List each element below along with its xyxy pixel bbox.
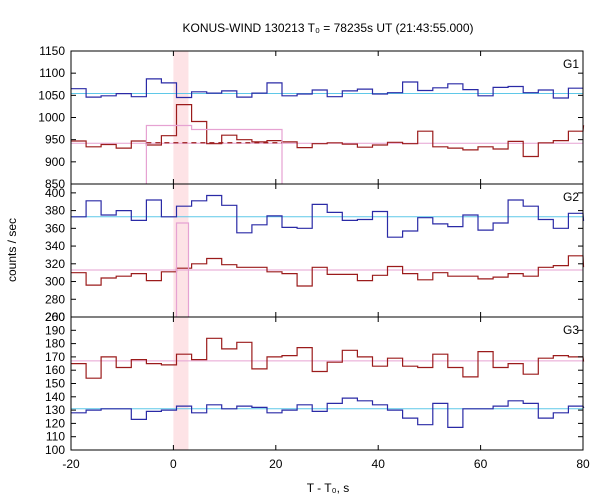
y-tick-label: 320 xyxy=(45,257,65,271)
chart-lines xyxy=(71,78,585,428)
y-axis-label: counts / sec xyxy=(5,218,19,282)
series-blue xyxy=(71,194,585,238)
series-red xyxy=(71,104,585,158)
highlight-band xyxy=(173,51,189,184)
x-tick-label: 0 xyxy=(170,457,177,471)
y-tick-label: 110 xyxy=(46,430,65,444)
y-tick-label: 200 xyxy=(45,310,65,324)
highlight-band xyxy=(173,184,189,317)
y-tick-label: 380 xyxy=(45,204,65,218)
y-tick-label: 120 xyxy=(45,416,65,430)
x-tick-label: 80 xyxy=(576,457,590,471)
y-tick-label: 280 xyxy=(45,292,65,306)
y-tick-label: 100 xyxy=(45,443,65,457)
overlay-step xyxy=(175,222,190,317)
y-tick-label: 1050 xyxy=(38,88,65,102)
y-tick-label: 850 xyxy=(45,177,65,191)
y-tick-label: 900 xyxy=(45,155,65,169)
panel-label: G1 xyxy=(563,57,579,71)
x-tick-label: 40 xyxy=(372,457,386,471)
panel-frame xyxy=(70,316,584,451)
y-tick-label: 180 xyxy=(45,337,65,351)
y-tick-label: 1100 xyxy=(39,66,65,80)
y-tick-label: 160 xyxy=(45,363,65,377)
x-tick-label: 20 xyxy=(269,457,283,471)
y-tick-label: 140 xyxy=(45,390,65,404)
y-tick-label: 1000 xyxy=(38,111,65,125)
y-tick-label: 130 xyxy=(45,403,65,417)
panel-label: G2 xyxy=(563,190,579,204)
y-tick-label: 340 xyxy=(45,239,65,253)
y-tick-label: 950 xyxy=(45,133,65,147)
x-tick-label: 60 xyxy=(474,457,488,471)
overlay-step xyxy=(145,124,283,184)
series-blue xyxy=(71,397,585,428)
y-tick-label: 190 xyxy=(45,323,65,337)
series-blue xyxy=(71,78,583,99)
x-axis-label: T - T₀, s xyxy=(307,481,350,495)
y-tick-label: 170 xyxy=(45,350,65,364)
x-tick-label: -20 xyxy=(62,457,80,471)
y-tick-label: 1150 xyxy=(39,44,65,58)
y-tick-label: 300 xyxy=(45,275,65,289)
y-tick-label: 260 xyxy=(45,310,65,324)
axis-ticks: 8509009501000105011001150G12602803003203… xyxy=(38,44,590,471)
series-red xyxy=(71,337,585,379)
y-tick-label: 150 xyxy=(45,377,65,391)
highlight-band xyxy=(173,317,189,450)
panel-label: G3 xyxy=(563,323,579,337)
chart-labels: KONUS-WIND 130213 T₀ = 78235s UT (21:43:… xyxy=(5,21,474,495)
series-red xyxy=(71,255,585,287)
chart-title: KONUS-WIND 130213 T₀ = 78235s UT (21:43:… xyxy=(182,21,473,35)
panel-frames xyxy=(70,50,584,451)
y-tick-label: 400 xyxy=(45,186,65,200)
highlight-bands xyxy=(173,51,189,450)
panel-frame xyxy=(70,50,584,185)
y-tick-label: 360 xyxy=(45,221,65,235)
